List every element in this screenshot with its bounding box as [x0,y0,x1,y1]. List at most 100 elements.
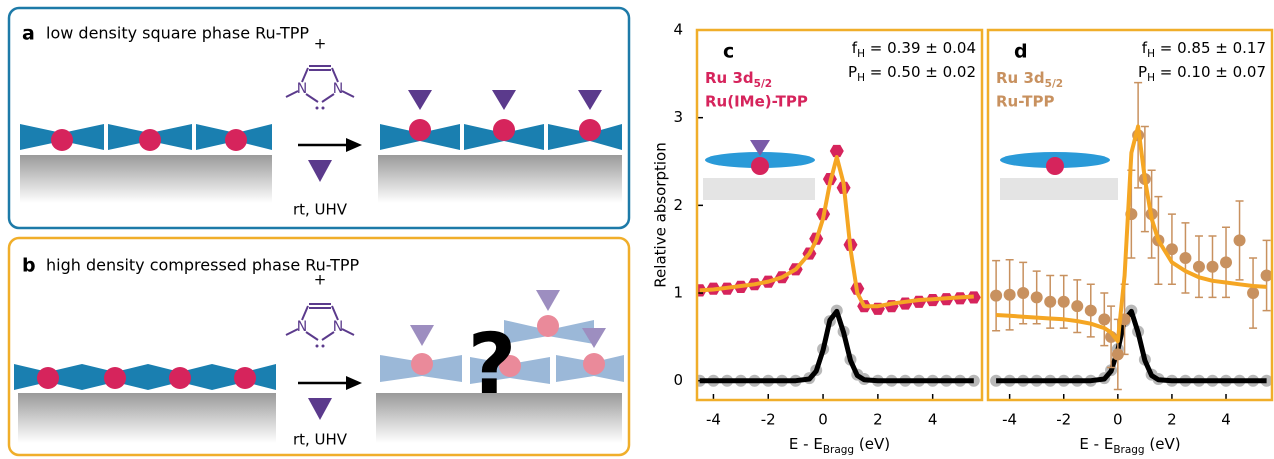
subscript: 5/2 [754,78,772,90]
x-tick-label: -2 [761,411,776,429]
plus: + [314,35,327,53]
data-point [1247,287,1260,300]
subscript: Bragg [823,444,854,456]
x-axis-label: E - EBragg (eV) [1079,435,1180,457]
text-part: (eV) [854,435,890,453]
fit-line [699,155,974,309]
text-part: (eV) [1145,435,1181,453]
data-point [1057,295,1070,308]
data-point [1220,256,1233,269]
text-part: f [852,39,858,57]
data-point [1206,260,1219,273]
y-tick-label: 2 [673,196,683,214]
text-part: P [1138,63,1147,81]
data-point [1179,251,1192,264]
data-point [1260,269,1272,282]
imidazole [285,65,355,103]
plot-area [990,81,1272,391]
panel-a: a low density square phase Ru-TPP + N N … [7,6,631,230]
subscript: H [1147,48,1155,60]
text-part: E - E [789,435,823,453]
inset-illustration [703,140,1118,200]
y-tick-label: 3 [673,108,683,126]
text-part: = 0.85 ± 0.17 [1155,39,1266,57]
arrow-head [346,138,362,152]
surface [378,155,622,203]
ru-atoms [411,315,605,377]
plot-area [697,144,981,387]
molecules [14,364,276,390]
text-part: P [848,63,857,81]
atom-label: N [297,81,307,97]
x-tick-label: 0 [818,411,828,429]
subscript: H [857,72,865,84]
data-point [1165,243,1178,256]
panel-label: b [22,255,36,277]
panel-frame [7,6,631,230]
surface [376,393,622,443]
legend-title: Ru 3d5/2 [705,69,772,91]
x-tick-label: -4 [706,411,721,429]
fit-parameter: fH = 0.39 ± 0.04 [852,39,976,61]
fit-line [699,308,974,384]
plot-frame [695,28,984,402]
data-point [1098,313,1111,326]
x-tick-label: 2 [873,411,883,429]
subscript: Bragg [1113,444,1144,456]
panel-title: low density square phase Ru-TPP [46,24,309,43]
carbene-icons [308,290,606,420]
surface [18,393,276,443]
conditions: rt, UHV [293,431,348,449]
panel-label: d [1014,41,1028,63]
text-part: f [1142,39,1148,57]
subscript: 5/2 [1045,78,1063,90]
panel-label: a [22,23,35,45]
legend-entry: Ru(IMe)-TPP [705,93,808,111]
data-point [1017,287,1030,300]
atom-label: N [333,319,343,335]
data-point [1111,348,1124,361]
fit-parameter: fH = 0.85 ± 0.17 [1142,39,1266,61]
data-point [1233,234,1246,247]
data-point [1084,304,1097,317]
legend-entry: Ru-TPP [996,93,1054,111]
plus: + [314,271,327,289]
legend-title: Ru 3d5/2 [996,69,1063,91]
subscript: H [1147,72,1155,84]
y-tick-label: 1 [673,284,683,302]
data-point [1044,295,1057,308]
text-part: = 0.39 ± 0.04 [865,39,976,57]
atom-label: N [333,81,343,97]
panel-label: c [723,41,734,63]
data-point [990,289,1003,302]
x-tick-label: 2 [1167,411,1177,429]
fit-parameter: PH = 0.10 ± 0.07 [1138,63,1266,85]
x-tick-label: -4 [1002,411,1017,429]
data-point [1192,260,1205,273]
panel-frame [7,236,631,457]
atom-label: N [297,319,307,335]
x-tick-label: 4 [1221,411,1231,429]
question-mark: ? [468,315,517,413]
imidazole [285,303,355,341]
text-part: = 0.50 ± 0.02 [865,63,976,81]
text-part: Ru 3d [705,69,754,87]
text-part: Ru 3d [996,69,1045,87]
fit-parameter: PH = 0.50 ± 0.02 [848,63,976,85]
ru-atoms [37,367,256,389]
panel-title: high density compressed phase Ru-TPP [46,256,360,275]
x-tick-label: 0 [1113,411,1123,429]
y-tick-label: 4 [673,21,683,39]
fit-line [995,124,1267,344]
surface [20,155,272,203]
arrow-head [346,376,362,390]
data-point [1003,288,1016,301]
fit-line [996,308,1267,384]
subscript: H [857,48,865,60]
carbene-icons [308,90,602,182]
x-tick-label: -2 [1056,411,1071,429]
data-point [829,144,844,158]
ru-atoms [51,119,601,151]
